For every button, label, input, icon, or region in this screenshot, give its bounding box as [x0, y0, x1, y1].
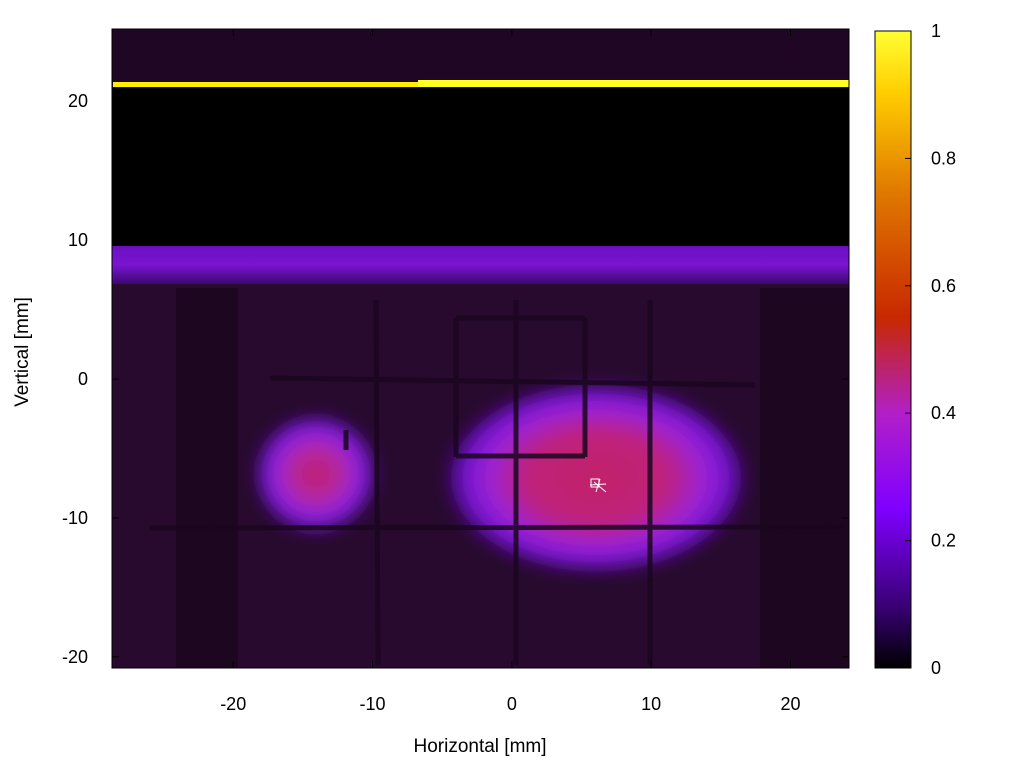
colorbar-ticks: 0 0.2 0.4 0.6 0.8 1	[905, 21, 956, 678]
plot-area	[111, 28, 850, 669]
marker-line	[589, 483, 607, 486]
x-axis-ticks: -20 -10 0 10 20	[220, 29, 801, 714]
colorbar-tick-label: 1	[931, 21, 941, 41]
x-tick-label: -10	[360, 694, 386, 714]
y-axis-title: Vertical [mm]	[12, 297, 33, 407]
colorbar-tick-label: 0	[931, 658, 941, 678]
seam-line	[373, 299, 381, 666]
colorbar-tick-label: 0.8	[931, 148, 956, 168]
y-tick-label: 10	[68, 230, 88, 250]
left-spot-glow	[254, 414, 378, 534]
purple-band	[112, 246, 849, 284]
y-tick-label: -10	[62, 508, 88, 528]
dark-region	[112, 88, 849, 248]
y-tick-label: -20	[62, 647, 88, 667]
top-dim-region	[112, 29, 849, 82]
y-tick-label: 0	[78, 369, 88, 389]
dark-stripe	[176, 288, 238, 668]
marker-line	[593, 481, 607, 493]
center-marker	[589, 478, 607, 493]
seam-line	[269, 375, 756, 388]
main-spot-glow	[441, 380, 751, 576]
seam-lines	[149, 299, 846, 666]
colorbar	[874, 30, 912, 669]
bright-strip-left	[113, 82, 418, 87]
x-tick-label: 0	[507, 694, 517, 714]
colorbar-tick-label: 0.4	[931, 403, 956, 423]
y-tick-label: 20	[68, 91, 88, 111]
marker-line	[595, 478, 601, 493]
colorbar-tick-label: 0.6	[931, 276, 956, 296]
x-tick-label: 10	[641, 694, 661, 714]
colorbar-gradient	[874, 30, 912, 669]
x-axis-title: Horizontal [mm]	[413, 736, 546, 757]
plot-border	[111, 28, 850, 669]
x-tick-label: -20	[220, 694, 246, 714]
x-tick-label: 20	[780, 694, 800, 714]
colorbar-tick-label: 0.2	[931, 531, 956, 551]
y-axis-ticks: -20 -10 0 10 20	[62, 91, 849, 667]
dark-stripe	[760, 288, 849, 668]
bright-strip-right	[418, 80, 849, 87]
seam-line	[149, 524, 846, 531]
